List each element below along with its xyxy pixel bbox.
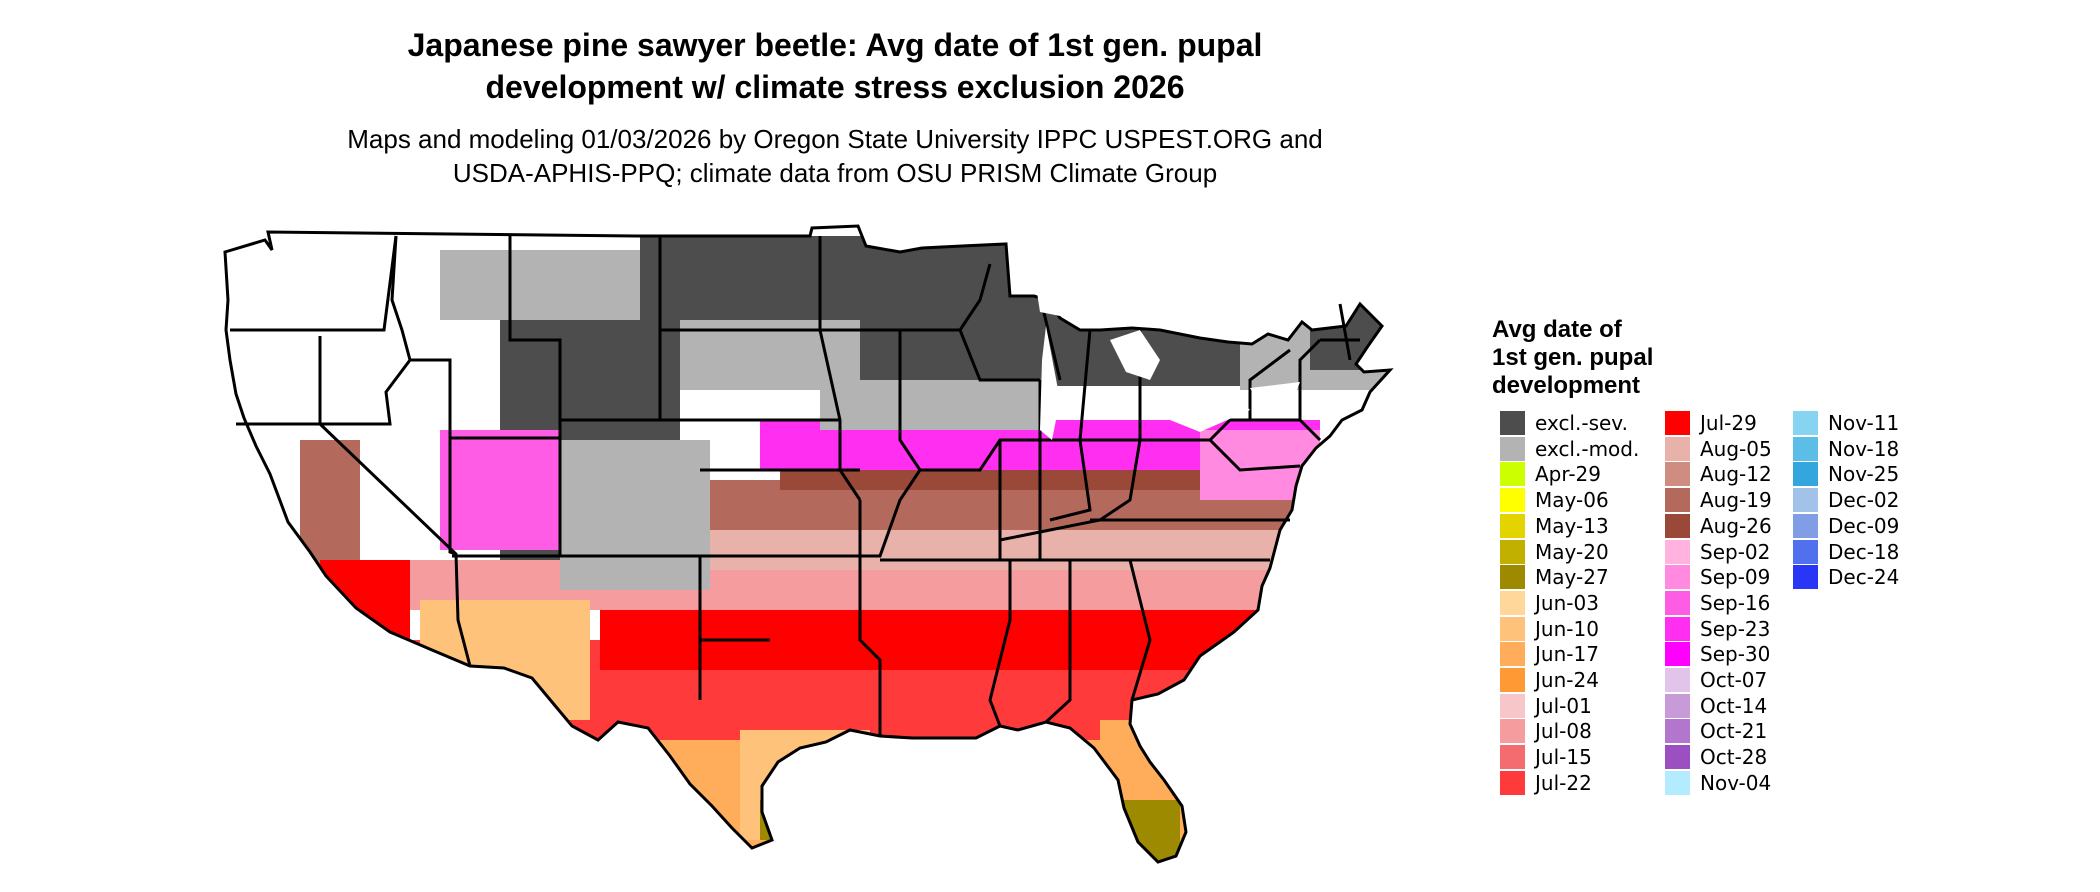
legend-label: Nov-11 [1828,411,1900,435]
legend-swatch [1500,436,1525,461]
legend-swatch [1500,616,1525,641]
legend-label: Sep-23 [1700,616,1771,641]
legend-label: Aug-19 [1700,488,1772,513]
legend-label: Jul-08 [1535,719,1592,744]
legend-label: excl.-mod. [1535,436,1640,461]
legend-label: Dec-24 [1828,565,1900,590]
legend-swatch [1665,590,1690,615]
legend-swatch [1500,745,1525,770]
legend-label: Aug-05 [1700,436,1772,461]
legend-label: Jul-01 [1535,693,1592,718]
legend-label: Apr-29 [1535,462,1601,487]
legend-label: Nov-25 [1828,462,1900,487]
legend-label: Jul-15 [1535,745,1592,770]
legend-swatch [1793,436,1818,461]
legend-swatch [1500,539,1525,564]
legend-swatch [1793,513,1818,538]
legend-label: Aug-12 [1700,462,1772,487]
legend-title-line-2: 1st gen. pupal [1492,344,1654,371]
legend-swatch [1500,411,1525,435]
legend-label: Aug-26 [1700,513,1772,538]
legend-swatch [1500,513,1525,538]
legend-swatch [1793,539,1818,564]
legend-label: Sep-09 [1700,565,1771,590]
legend-label: May-13 [1535,513,1609,538]
legend-label: Jul-22 [1535,770,1592,795]
map-fill-layer [225,226,1390,862]
legend-label: Nov-18 [1828,436,1900,461]
legend-swatch [1665,719,1690,744]
legend-swatch [1665,745,1690,770]
legend-swatch [1665,488,1690,513]
legend-label: May-20 [1535,539,1609,564]
legend-swatch [1793,462,1818,487]
legend-title: Avg date of [1492,316,1622,343]
legend-label: Oct-07 [1700,668,1768,692]
great-lakes [1036,286,1300,440]
legend-swatch [1665,770,1690,795]
legend-swatch [1500,488,1525,513]
legend-label: Nov-04 [1700,770,1772,795]
legend-swatch [1793,411,1818,435]
legend-swatch [1665,411,1690,435]
legend-label: Dec-09 [1828,513,1900,538]
legend-label: May-27 [1535,565,1609,590]
legend-swatch [1665,693,1690,718]
legend-label: Sep-30 [1700,642,1771,667]
legend-label: Sep-02 [1700,539,1771,564]
map-subtitle: Maps and modeling 01/03/2026 by Oregon S… [347,124,1323,154]
legend-label: May-06 [1535,488,1609,513]
legend-swatch [1665,513,1690,538]
legend-title-line-3: development [1492,372,1641,399]
legend-label: Sep-16 [1700,590,1771,615]
legend-label: Jun-03 [1535,590,1599,615]
legend-swatch [1500,462,1525,487]
legend-label: Dec-18 [1828,539,1900,564]
legend-label: Jun-17 [1535,642,1599,667]
legend-swatch [1665,668,1690,692]
legend-label: Dec-02 [1828,488,1900,513]
legend-swatch [1665,642,1690,667]
legend-label: Jun-24 [1535,668,1599,692]
legend-label: Jun-10 [1535,616,1599,641]
legend-label: excl.-sev. [1535,411,1628,435]
legend-swatch [1500,770,1525,795]
legend-swatch [1500,590,1525,615]
legend-swatch [1793,565,1818,590]
legend-swatch [1665,436,1690,461]
legend-swatch [1793,488,1818,513]
map-subtitle-line-2: USDA-APHIS-PPQ; climate data from OSU PR… [452,158,1218,188]
legend-label: Oct-21 [1700,719,1768,744]
legend-swatch [1665,462,1690,487]
legend-label: Oct-28 [1700,745,1768,770]
legend-swatch [1665,565,1690,590]
legend-swatch [1500,642,1525,667]
legend-swatch [1500,693,1525,718]
legend-label: Oct-14 [1700,693,1768,718]
legend-swatch [1500,565,1525,590]
legend-swatch [1665,539,1690,564]
map-title-line-2: development w/ climate stress exclusion … [485,69,1185,105]
legend-label: Jul-29 [1700,411,1757,435]
state-boundaries [223,224,1394,864]
legend-swatch [1500,668,1525,692]
legend-swatch [1500,719,1525,744]
map-title: Japanese pine sawyer beetle: Avg date of… [407,27,1263,63]
legend-swatch [1665,616,1690,641]
